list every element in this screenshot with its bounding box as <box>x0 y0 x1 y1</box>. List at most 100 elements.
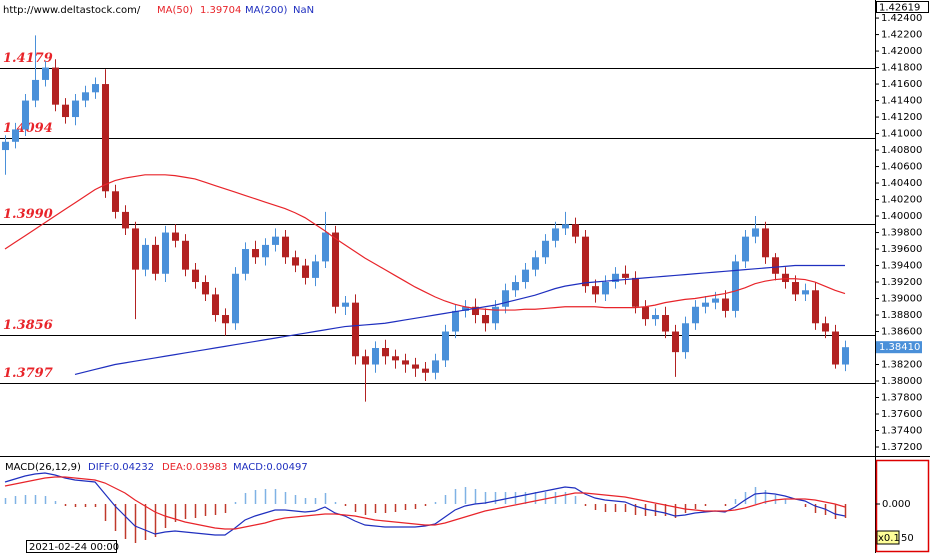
scale-box <box>876 530 900 545</box>
y-tick-label: 1.40800 <box>881 145 922 156</box>
candle-body <box>32 79 39 101</box>
candle-body <box>342 302 349 307</box>
candle-body <box>82 92 89 101</box>
candle-body <box>332 232 339 307</box>
top-value-box <box>876 1 929 13</box>
candle-body <box>422 368 429 373</box>
candle-body <box>602 282 609 295</box>
candle-body <box>362 356 369 365</box>
candle-body <box>282 236 289 258</box>
y-tick-label: 1.41400 <box>881 96 922 107</box>
level-label: 1.3797 <box>3 366 53 381</box>
y-tick-label: 1.37800 <box>881 393 922 404</box>
candle-body <box>402 360 409 365</box>
candle-body <box>122 211 129 229</box>
candle-body <box>192 269 199 283</box>
macd-axis-box <box>875 459 930 553</box>
candle-body <box>802 290 809 295</box>
candle-body <box>452 310 459 332</box>
y-tick-label: 1.42200 <box>881 30 922 41</box>
candle-body <box>782 273 789 283</box>
y-tick-label: 1.40200 <box>881 195 922 206</box>
y-tick-label: 1.42400 <box>881 13 922 24</box>
candle-body <box>322 232 329 262</box>
level-label: 1.3856 <box>3 318 53 333</box>
y-tick-label: 1.37200 <box>881 442 922 453</box>
y-tick-label: 1.42000 <box>881 46 922 57</box>
source-url: http://www.deltastock.com/ <box>3 5 141 16</box>
scale-label: x0.1 <box>878 533 900 544</box>
candle-body <box>762 228 769 258</box>
candle-body <box>432 360 439 373</box>
candle-body <box>52 67 59 105</box>
candle-body <box>842 347 849 365</box>
y-tick-label: 1.40400 <box>881 178 922 189</box>
candle-body <box>142 244 149 270</box>
y-tick-label: 1.39600 <box>881 244 922 255</box>
candle-body <box>542 240 549 258</box>
candle-body <box>222 315 229 324</box>
candle-body <box>412 364 419 369</box>
top-value: 1.42619 <box>879 3 920 14</box>
candle-body <box>442 331 449 361</box>
candle-body <box>482 315 489 324</box>
candle-body <box>632 277 639 307</box>
candle-body <box>722 298 729 311</box>
y-tick-label: 1.38200 <box>881 360 922 371</box>
level-label: 1.4179 <box>3 51 53 66</box>
candle-body <box>702 302 709 307</box>
candle-body <box>472 306 479 316</box>
candle-body <box>562 224 569 229</box>
y-tick-label: 1.38000 <box>881 376 922 387</box>
diff-label: DIFF:0.04232 <box>88 462 154 473</box>
candle-body <box>662 315 669 332</box>
candle-body <box>592 286 599 295</box>
candle-body <box>92 84 99 93</box>
macd-title: MACD(26,12,9) <box>5 462 81 473</box>
last-price-box <box>876 341 922 354</box>
candle-body <box>772 257 779 274</box>
level-label: 1.3990 <box>3 207 53 222</box>
candle-body <box>302 265 309 278</box>
y-tick-label: 1.37600 <box>881 409 922 420</box>
candle-body <box>792 282 799 295</box>
date-label: 2021-02-24 00:00 <box>29 542 119 553</box>
candle-body <box>612 273 619 283</box>
dea-label: DEA:0.03983 <box>162 462 227 473</box>
candle-body <box>202 282 209 295</box>
line-series <box>4 476 846 530</box>
candle-body <box>732 261 739 311</box>
candle-body <box>572 224 579 237</box>
ma50-name: MA(50) <box>157 5 193 16</box>
candle-body <box>672 331 679 353</box>
candle-body <box>372 348 379 365</box>
y-tick-label: 1.40000 <box>881 211 922 222</box>
line-series <box>4 472 846 536</box>
y-tick-label: 1.41800 <box>881 63 922 74</box>
candle-body <box>832 331 839 365</box>
line-series <box>74 264 845 375</box>
candle-body <box>382 348 389 357</box>
y-tick-label: 1.41000 <box>881 129 922 140</box>
candle-body <box>182 240 189 270</box>
candle-body <box>462 306 469 311</box>
candle-body <box>642 306 649 320</box>
candle-body <box>512 282 519 291</box>
candle-body <box>742 236 749 262</box>
candle-body <box>692 306 699 324</box>
scale-value: 50 <box>901 533 914 544</box>
candle-body <box>292 257 299 266</box>
line-series <box>4 174 846 311</box>
candle-body <box>392 356 399 361</box>
candle-body <box>552 228 559 241</box>
last-price-label: 1.38410 <box>879 342 920 353</box>
candle-body <box>262 244 269 258</box>
candle-body <box>162 232 169 274</box>
candle-body <box>232 273 239 324</box>
candle-body <box>242 249 249 274</box>
candle-body <box>102 84 109 192</box>
candle-body <box>502 290 509 307</box>
candle-body <box>752 228 759 237</box>
y-tick-label: 1.37400 <box>881 426 922 437</box>
